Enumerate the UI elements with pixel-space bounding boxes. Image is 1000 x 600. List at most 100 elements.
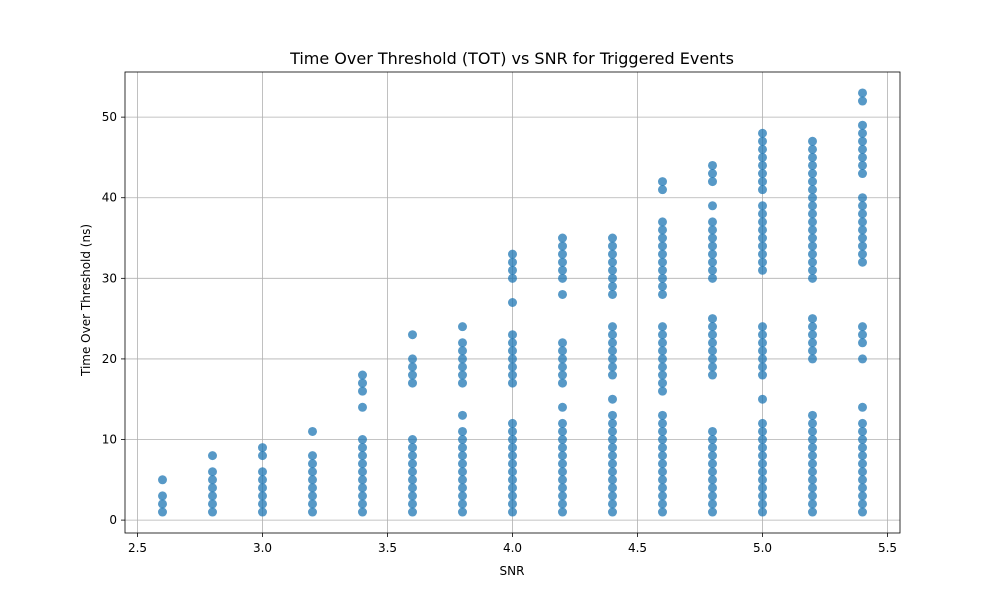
data-point (758, 362, 767, 372)
data-point (358, 491, 367, 501)
data-point (808, 451, 817, 461)
data-point (708, 201, 717, 211)
data-point (758, 491, 767, 501)
data-point (658, 418, 667, 428)
data-point (658, 289, 667, 299)
data-point (808, 475, 817, 485)
data-point (708, 426, 717, 436)
data-point (458, 410, 467, 420)
data-point (508, 346, 517, 356)
data-point (408, 499, 417, 509)
data-point (658, 346, 667, 356)
data-point (808, 233, 817, 243)
data-point (658, 451, 667, 461)
data-point (558, 451, 567, 461)
data-point (808, 410, 817, 420)
data-point (858, 144, 867, 154)
x-tick-label: 5.0 (753, 541, 772, 555)
data-point (508, 435, 517, 445)
data-point (858, 257, 867, 267)
data-point (758, 483, 767, 493)
data-point (658, 241, 667, 251)
data-point (608, 362, 617, 372)
data-point (308, 451, 317, 461)
data-point (758, 322, 767, 332)
data-point (858, 330, 867, 340)
data-point (408, 362, 417, 372)
data-point (658, 467, 667, 477)
data-point (258, 507, 267, 517)
data-point (758, 354, 767, 364)
data-point (258, 483, 267, 493)
data-point (608, 507, 617, 517)
data-point (708, 169, 717, 179)
data-point (408, 507, 417, 517)
data-point (708, 370, 717, 380)
data-point (708, 467, 717, 477)
data-point (258, 491, 267, 501)
data-point (358, 370, 367, 380)
data-point (758, 507, 767, 517)
data-point (808, 201, 817, 211)
data-point (458, 467, 467, 477)
y-tick-label: 50 (102, 110, 117, 124)
data-point (658, 483, 667, 493)
data-point (458, 346, 467, 356)
y-tick-label: 30 (102, 271, 117, 285)
data-point (808, 346, 817, 356)
data-point (858, 426, 867, 436)
data-point (408, 435, 417, 445)
data-point (608, 273, 617, 283)
data-point (558, 378, 567, 388)
data-point (858, 120, 867, 130)
data-point (708, 177, 717, 187)
data-point (508, 362, 517, 372)
data-point (858, 354, 867, 364)
data-point (658, 435, 667, 445)
data-point (658, 225, 667, 235)
data-point (658, 426, 667, 436)
data-point (308, 467, 317, 477)
data-point (358, 483, 367, 493)
data-point (358, 402, 367, 412)
data-point (708, 507, 717, 517)
data-point (758, 225, 767, 235)
data-point (258, 499, 267, 509)
data-point (858, 209, 867, 219)
data-point (808, 249, 817, 259)
data-point (758, 128, 767, 138)
x-tick-label: 4.5 (628, 541, 647, 555)
data-point (808, 499, 817, 509)
data-point (758, 185, 767, 195)
data-point (508, 338, 517, 348)
data-point (708, 435, 717, 445)
data-point (558, 265, 567, 275)
data-point (658, 491, 667, 501)
data-point (858, 233, 867, 243)
data-point (458, 475, 467, 485)
data-point (808, 418, 817, 428)
y-tick-label: 40 (102, 191, 117, 205)
data-point (808, 169, 817, 179)
data-point (808, 435, 817, 445)
data-point (458, 378, 467, 388)
data-point (408, 378, 417, 388)
data-point (608, 459, 617, 469)
data-point (858, 193, 867, 203)
y-tick-label: 0 (109, 513, 117, 527)
y-tick-label: 20 (102, 352, 117, 366)
data-point (608, 354, 617, 364)
data-point (508, 459, 517, 469)
data-point (608, 338, 617, 348)
data-point (408, 459, 417, 469)
data-point (608, 443, 617, 453)
data-point (858, 96, 867, 106)
data-point (208, 467, 217, 477)
data-point (508, 298, 517, 307)
data-point (358, 475, 367, 485)
data-point (508, 483, 517, 493)
data-point (858, 467, 867, 477)
y-axis-label: Time Over Threshold (ns) (79, 224, 93, 377)
data-point (858, 136, 867, 146)
data-point (558, 370, 567, 380)
